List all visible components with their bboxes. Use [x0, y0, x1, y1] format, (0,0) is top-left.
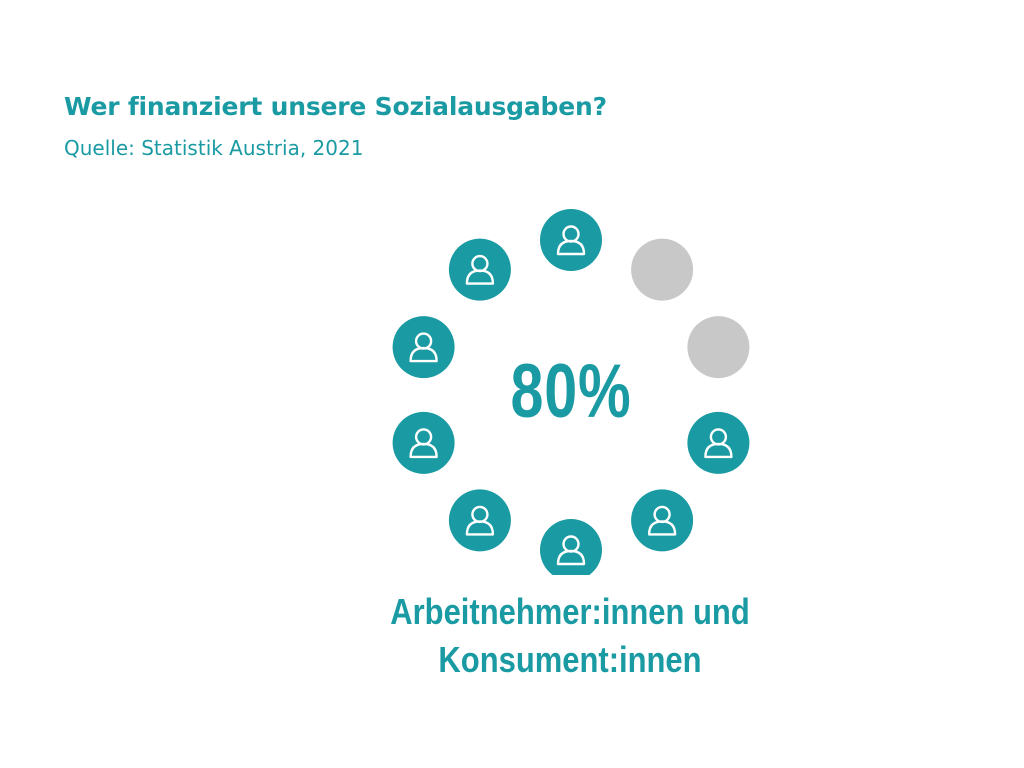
- person-icon-filled: [448, 238, 511, 301]
- category-label: Arbeitnehmer:innen und Konsument:innen: [300, 588, 840, 684]
- person-icon-filled: [540, 209, 602, 271]
- person-icon-filled: [631, 489, 694, 552]
- pictogram-ring: [392, 209, 750, 575]
- person-icon-filled: [540, 519, 602, 575]
- category-label-line-2: Konsument:innen: [438, 639, 702, 680]
- person-icon-empty: [631, 238, 694, 301]
- chart-title: Wer finanziert unsere Sozialausgaben?: [64, 92, 607, 121]
- chart-source: Quelle: Statistik Austria, 2021: [64, 136, 364, 160]
- person-icon-filled: [392, 411, 455, 474]
- person-icon-empty: [687, 316, 750, 379]
- category-label-line-1: Arbeitnehmer:innen und: [390, 591, 750, 632]
- percentage-value: 80%: [510, 349, 632, 434]
- person-icon-filled: [687, 411, 750, 474]
- person-icon-filled: [392, 316, 455, 379]
- person-icon-filled: [448, 489, 511, 552]
